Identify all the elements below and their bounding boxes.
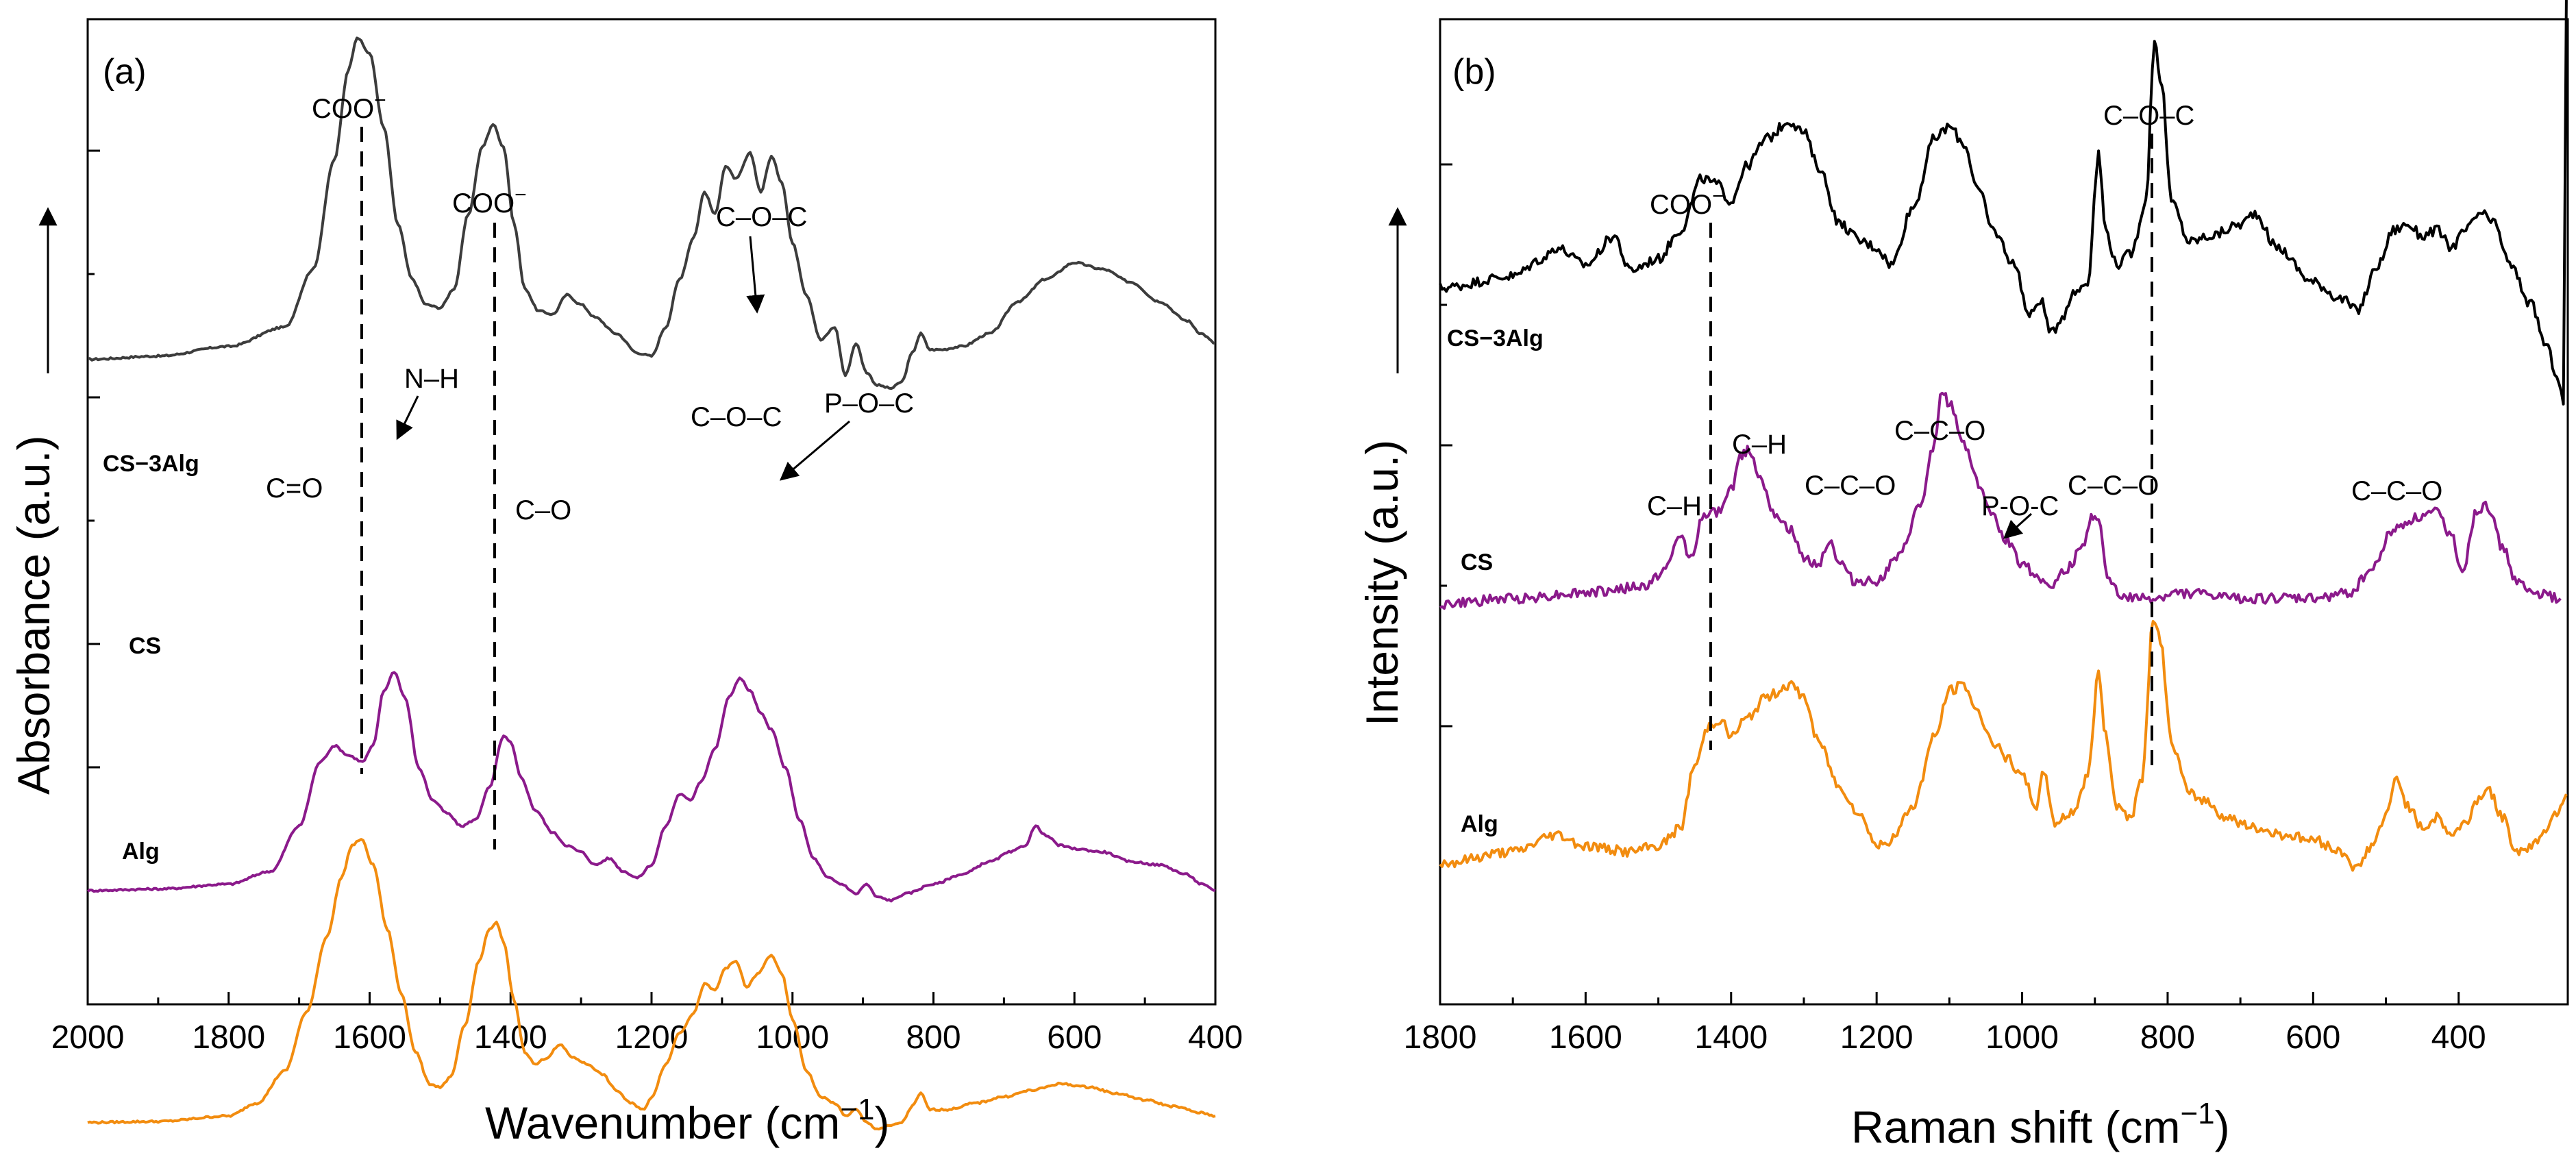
series-line-cs — [86, 671, 1216, 903]
x-tick-label: 1800 — [1404, 1019, 1477, 1056]
x-tick-label: 800 — [2140, 1019, 2195, 1056]
annotation-coc-mid: C–O–C — [691, 402, 782, 432]
x-tick-label: 1200 — [1840, 1019, 1914, 1056]
annotation-ch-1: C–H — [1647, 491, 1702, 521]
annotation-cco-1: C–C–O — [1805, 471, 1896, 501]
plot-frame — [86, 18, 1217, 1006]
raman-panel: (b) 1800 1600 1400 1200 1000 800 600 400 COO− C… — [1357, 0, 2569, 1152]
annotation-coo-2: COO− — [452, 184, 527, 219]
arrow-nh — [396, 395, 419, 441]
arrow-poc — [2003, 512, 2033, 539]
x-tick-label: 400 — [1188, 1019, 1243, 1056]
x-axis-title: Wavenumber (cm−1) — [485, 1093, 890, 1148]
y-axis-ticks — [1440, 163, 1452, 728]
arrow-coc-top — [746, 236, 765, 314]
series-label-cs3alg: CS−3Alg — [1447, 325, 1544, 351]
annotation-coc: C–O–C — [2103, 101, 2194, 131]
series-line-cs3alg — [87, 36, 1216, 390]
annotation-coo-1: COO− — [312, 89, 386, 124]
series-label-alg: Alg — [122, 839, 160, 865]
x-tick-label: 1600 — [1549, 1019, 1622, 1056]
arrow-poc — [779, 420, 850, 481]
y-axis-ticks — [88, 149, 100, 769]
series-label-cs: CS — [129, 633, 161, 659]
x-tick-label: 400 — [2431, 1019, 2486, 1056]
spectrum-lines — [1439, 0, 2568, 872]
x-tick-label: 600 — [1047, 1019, 1102, 1056]
series-line-alg — [1439, 620, 2568, 872]
x-tick-label: 1400 — [1694, 1019, 1768, 1056]
annotation-coc-top: C–O–C — [716, 202, 807, 232]
series-line-cs3alg — [1439, 0, 2568, 406]
annotation-coo: COO− — [1650, 185, 1724, 220]
ftir-panel: (a) 2000 1800 1600 1400 1200 1000 800 600 400 CO… — [8, 18, 1243, 1148]
series-line-cs — [1439, 391, 2562, 610]
annotation-ch-2: C–H — [1732, 430, 1787, 460]
annotation-poc: P–O–C — [824, 388, 914, 419]
x-tick-label: 1800 — [192, 1019, 265, 1056]
y-axis-title: Intensity (a.u.) — [1357, 440, 1407, 726]
x-tick-label: 600 — [2286, 1019, 2340, 1056]
x-axis-title: Raman shift (cm−1) — [1851, 1097, 2230, 1152]
annotation-cco-4: C–C–O — [2351, 476, 2442, 506]
x-axis-ticks: 1800 1600 1400 1200 1000 800 600 400 — [1404, 992, 2486, 1056]
series-label-cs: CS — [1461, 549, 1493, 575]
series-line-alg — [87, 838, 1216, 1131]
y-axis-title: Absorbance (a.u.) — [8, 435, 59, 795]
spectrum-lines — [86, 36, 1216, 1131]
annotation-nh: N–H — [404, 364, 459, 394]
x-tick-label: 1000 — [756, 1019, 829, 1056]
x-tick-label: 2000 — [51, 1019, 125, 1056]
x-tick-label: 1000 — [1985, 1019, 2059, 1056]
panel-letter: (a) — [103, 52, 147, 92]
series-label-alg: Alg — [1461, 811, 1498, 837]
annotation-cco-2: C–C–O — [1894, 416, 1985, 446]
plot-frame — [1439, 18, 2569, 1006]
annotation-cco-3: C–C–O — [2068, 471, 2159, 501]
x-tick-label: 1400 — [474, 1019, 547, 1056]
series-label-cs3alg: CS−3Alg — [103, 451, 199, 477]
x-tick-label: 800 — [906, 1019, 961, 1056]
annotation-co: C–O — [515, 495, 571, 525]
annotation-poc: P-O-C — [1981, 491, 2059, 521]
x-tick-label: 1600 — [333, 1019, 406, 1056]
panel-letter: (b) — [1452, 52, 1496, 92]
x-axis-ticks: 2000 1800 1600 1400 1200 1000 800 600 400 — [51, 992, 1243, 1056]
annotation-c-eq-o: C=O — [266, 473, 323, 504]
